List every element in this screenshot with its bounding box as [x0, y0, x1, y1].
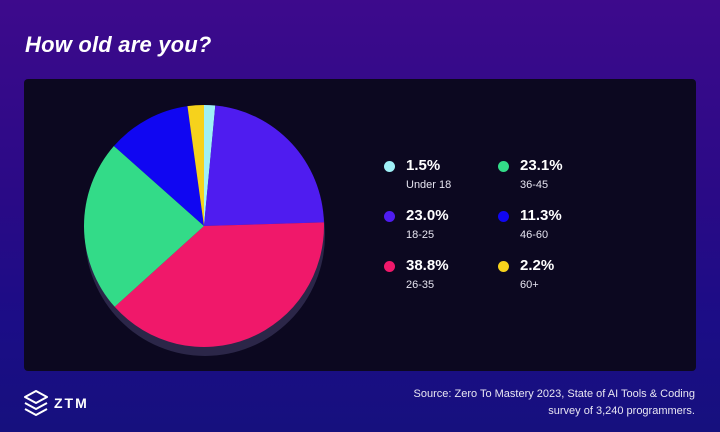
legend-label: Under 18: [406, 179, 452, 191]
chart-title: How old are you?: [25, 32, 212, 57]
source-line-2: survey of 3,240 programmers.: [548, 405, 695, 417]
legend-swatch: [384, 161, 395, 172]
pie-slice-under-18: [204, 105, 216, 226]
legend-percent: 23.1%: [520, 157, 563, 174]
legend-label: 26-35: [406, 279, 435, 291]
legend-swatch: [384, 261, 395, 272]
legend-swatch: [498, 261, 509, 272]
legend-label: 18-25: [406, 229, 435, 241]
pie-slice-46-60: [113, 106, 204, 226]
ztm-logo-icon: [24, 390, 48, 416]
legend-swatch: [498, 161, 509, 172]
legend-percent: 38.8%: [406, 257, 449, 274]
pie-slice-18-25: [204, 105, 324, 226]
legend-label: 60+: [520, 279, 539, 291]
source-line-1: Source: Zero To Mastery 2023, State of A…: [413, 388, 695, 400]
legend: 1.5% Under 18 23.0% 18-25 38.8% 26-35 23…: [384, 157, 584, 297]
legend-percent: 11.3%: [520, 207, 562, 224]
legend-item-under-18: 1.5% Under 18: [384, 157, 494, 197]
pie-chart: [84, 105, 325, 356]
legend-item-36-45: 23.1% 36-45: [498, 157, 608, 197]
legend-swatch: [384, 211, 395, 222]
legend-item-18-25: 23.0% 18-25: [384, 207, 494, 247]
pie-slice-36-45: [84, 146, 204, 307]
legend-swatch: [498, 211, 509, 222]
chart-panel: 1.5% Under 18 23.0% 18-25 38.8% 26-35 23…: [24, 79, 696, 371]
logo-wordmark: ZTM: [54, 395, 89, 411]
pie-slice-26-35: [114, 222, 325, 348]
pie-slices: [84, 105, 325, 356]
legend-label: 36-45: [520, 179, 549, 191]
legend-item-26-35: 38.8% 26-35: [384, 257, 494, 297]
legend-percent: 2.2%: [520, 257, 555, 274]
source-note: Source: Zero To Mastery 2023, State of A…: [414, 386, 695, 420]
legend-percent: 1.5%: [406, 157, 441, 174]
legend-label: 46-60: [520, 229, 549, 241]
legend-item-46-60: 11.3% 46-60: [498, 207, 608, 247]
legend-percent: 23.0%: [406, 207, 449, 224]
legend-item-60-plus: 2.2% 60+: [498, 257, 608, 297]
ztm-logo: ZTM: [24, 389, 124, 417]
pie-slice-60-plus: [187, 105, 204, 226]
